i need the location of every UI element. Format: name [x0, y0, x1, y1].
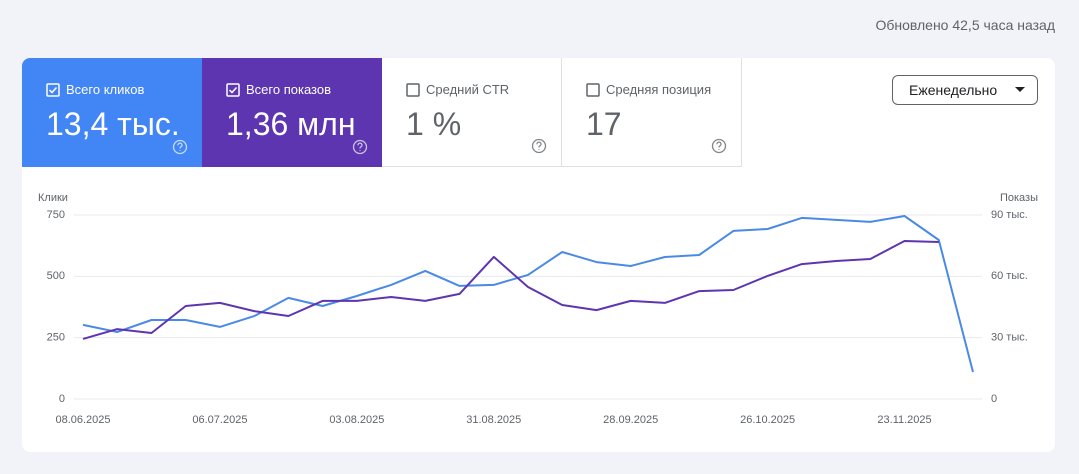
checkbox-box [406, 82, 420, 97]
help-icon[interactable] [352, 139, 368, 155]
period-dropdown[interactable]: Еженедельно [892, 75, 1038, 105]
checkbox-check [228, 86, 238, 94]
x-tick-label: 26.10.2025 [740, 414, 795, 426]
help-circle [172, 139, 188, 155]
checkbox[interactable] [46, 82, 60, 97]
y2-tick-label: 0 [991, 393, 997, 405]
checkbox[interactable] [586, 82, 600, 97]
checkbox[interactable] [406, 82, 420, 97]
series-line [82, 215, 974, 373]
tile-value: 17 [586, 106, 622, 142]
checkbox-box [226, 82, 240, 97]
metric-tile[interactable]: Средняя позиция 17 [562, 58, 742, 167]
tile-label: Средний CTR [406, 82, 509, 97]
updated-text: Обновлено 42,5 часа назад [875, 17, 1055, 33]
y-tick-label: 750 [47, 209, 65, 221]
help-mark [536, 141, 542, 150]
help-circle [711, 138, 727, 154]
performance-card: Клики Показы 0 250 500 750 0 30 тыс. 60 тыс. 90 т… [22, 58, 1055, 452]
help-mark [357, 142, 363, 151]
chart: Клики Показы 0 250 500 750 0 30 тыс. 60 тыс. 90 т… [38, 192, 1038, 426]
checkbox-box [46, 82, 60, 97]
x-tick-label: 06.07.2025 [192, 414, 247, 426]
help-circle [352, 139, 368, 155]
tile-label-text: Средняя позиция [606, 82, 712, 97]
metric-tile[interactable]: Всего кликов 13,4 тыс. [22, 58, 202, 167]
y-tick-label: 0 [59, 393, 65, 405]
tile-label-text: Средний CTR [426, 82, 510, 97]
metric-tile[interactable]: Средний CTR 1 % [382, 58, 562, 167]
series-line [82, 240, 939, 340]
help-icon[interactable] [172, 139, 188, 155]
tile-label-text: Всего кликов [66, 82, 145, 97]
help-icon[interactable] [711, 138, 727, 154]
y2-axis-title: Показы [1000, 192, 1038, 204]
checkbox-check [48, 86, 58, 94]
y2-tick-label: 30 тыс. [991, 332, 1028, 344]
y2-tick-label: 90 тыс. [991, 209, 1028, 221]
x-tick-label: 28.09.2025 [603, 414, 658, 426]
checkbox[interactable] [226, 82, 240, 97]
x-tick-label: 03.08.2025 [329, 414, 384, 426]
help-icon[interactable] [531, 138, 547, 154]
y-tick-label: 500 [47, 270, 65, 282]
tile-label: Всего показов [226, 82, 331, 97]
tile-value: 1,36 млн [226, 106, 356, 142]
x-tick-label: 31.08.2025 [466, 414, 521, 426]
tile-value: 1 % [406, 106, 462, 142]
y-axis-title: Клики [38, 192, 68, 204]
dropdown-label: Еженедельно [909, 82, 998, 98]
x-tick-label: 08.06.2025 [55, 414, 110, 426]
dropdown-arrow [1015, 87, 1025, 92]
tile-label: Всего кликов [46, 82, 144, 97]
y-tick-label: 250 [47, 332, 65, 344]
x-tick-label: 23.11.2025 [877, 414, 931, 426]
checkbox-box [586, 82, 600, 97]
tile-label-text: Всего показов [246, 82, 331, 97]
metric-tile[interactable]: Всего показов 1,36 млн [202, 58, 382, 167]
help-circle [531, 138, 547, 154]
tile-value: 13,4 тыс. [46, 106, 180, 142]
tile-label: Средняя позиция [586, 82, 711, 97]
help-mark [177, 142, 183, 151]
help-mark [716, 141, 722, 150]
y2-tick-label: 60 тыс. [991, 270, 1028, 282]
